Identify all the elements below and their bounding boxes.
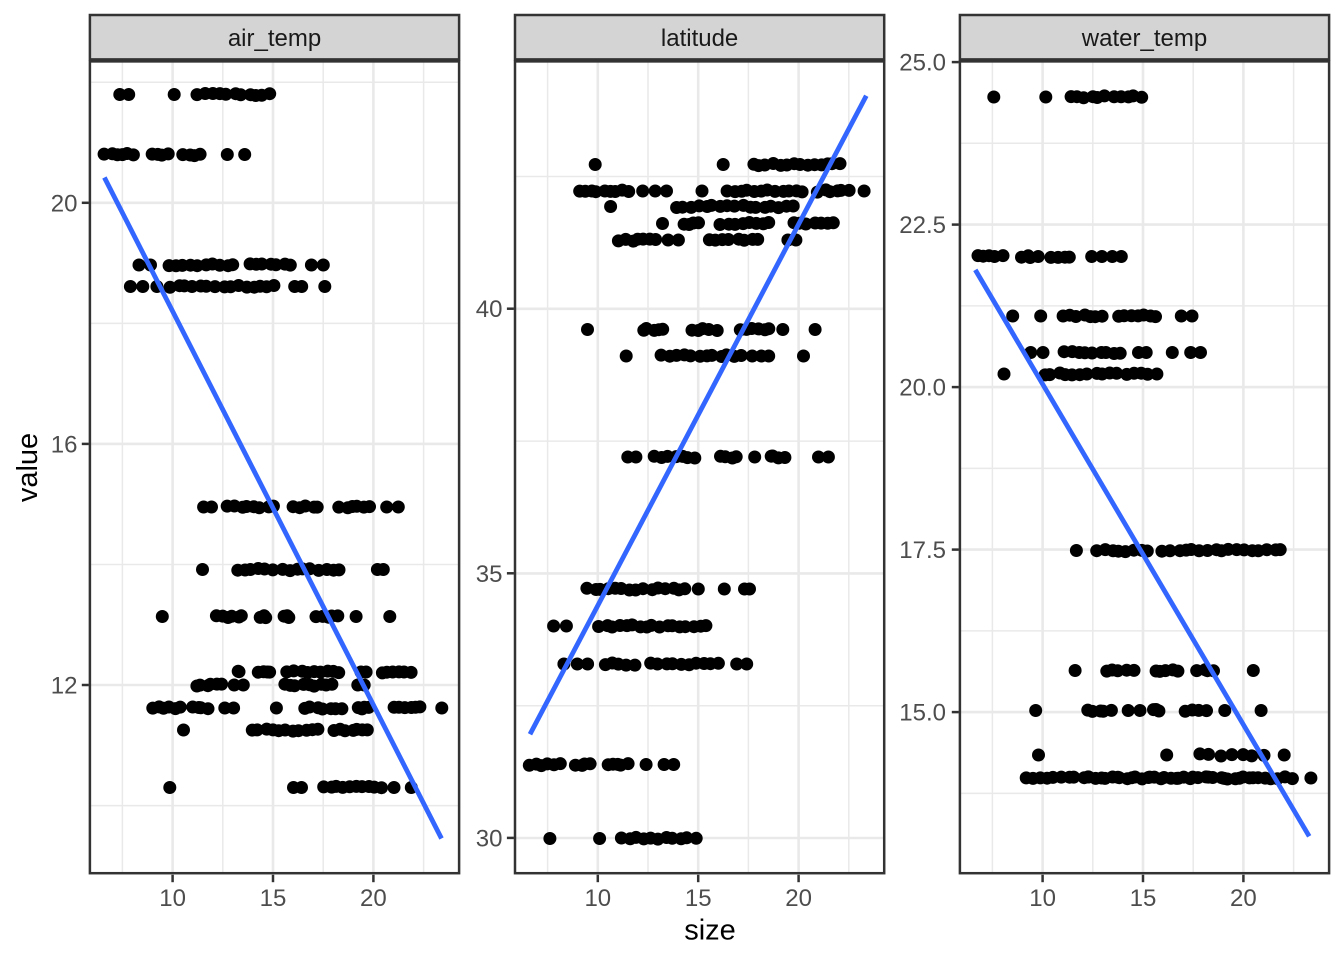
- svg-text:20: 20: [51, 190, 78, 217]
- svg-text:20: 20: [360, 885, 387, 912]
- svg-text:15: 15: [260, 885, 287, 912]
- svg-text:air_temp: air_temp: [228, 25, 321, 52]
- svg-text:22.5: 22.5: [899, 212, 946, 239]
- svg-text:size: size: [684, 915, 736, 947]
- svg-text:40: 40: [476, 296, 503, 323]
- svg-text:17.5: 17.5: [899, 537, 946, 564]
- svg-text:30: 30: [476, 825, 503, 852]
- svg-text:20: 20: [1230, 885, 1257, 912]
- svg-text:15: 15: [1130, 885, 1157, 912]
- svg-text:10: 10: [584, 885, 611, 912]
- svg-text:15: 15: [685, 885, 712, 912]
- svg-text:20.0: 20.0: [899, 375, 946, 402]
- svg-text:12: 12: [51, 673, 78, 700]
- svg-text:value: value: [12, 433, 44, 502]
- svg-text:15.0: 15.0: [899, 700, 946, 727]
- svg-text:25.0: 25.0: [899, 50, 946, 77]
- svg-text:10: 10: [1029, 885, 1056, 912]
- svg-text:latitude: latitude: [661, 25, 738, 52]
- svg-text:35: 35: [476, 561, 503, 588]
- svg-text:20: 20: [785, 885, 812, 912]
- svg-text:16: 16: [51, 431, 78, 458]
- svg-text:water_temp: water_temp: [1081, 25, 1207, 52]
- svg-text:10: 10: [159, 885, 186, 912]
